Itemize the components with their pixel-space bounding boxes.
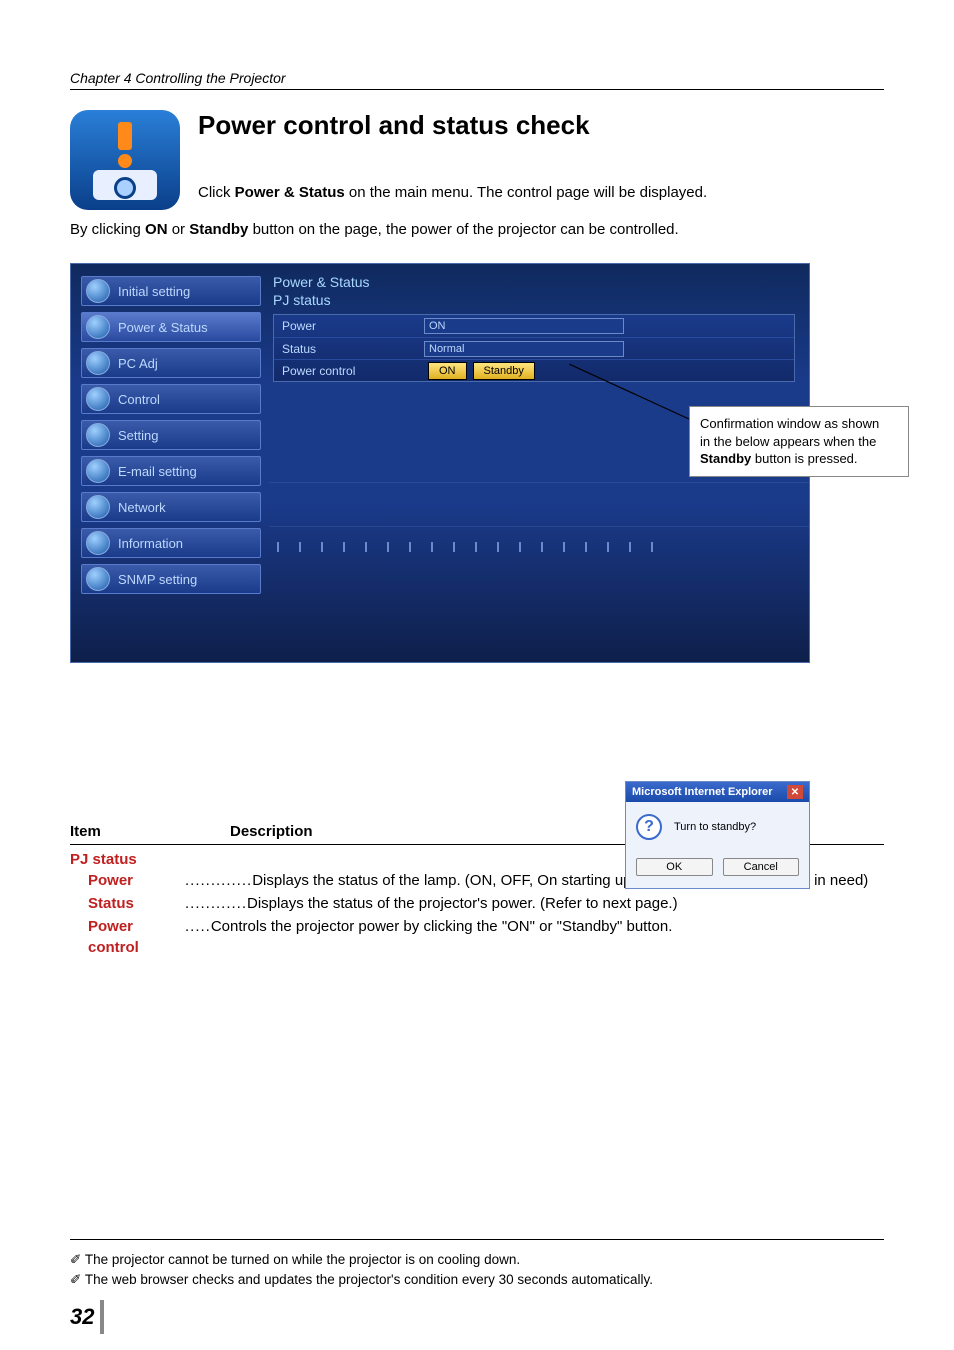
sidebar-item-initial-setting[interactable]: Initial setting [81, 276, 261, 306]
callout-line2: in the below appears when the [700, 434, 876, 449]
col-item: Item [70, 823, 230, 840]
callout-bold: Standby [700, 451, 751, 466]
row-dots: ..... [185, 916, 211, 958]
sidebar-item-label: Control [118, 392, 160, 407]
warning-projector-icon [70, 110, 180, 210]
sidebar-item-information[interactable]: Information [81, 528, 261, 558]
intro2-standby: Standby [189, 221, 248, 238]
callout-box: Confirmation window as shown in the belo… [689, 406, 909, 477]
menu-icon [86, 387, 110, 411]
divider [269, 526, 809, 527]
chapter-header: Chapter 4 Controlling the Projector [70, 70, 884, 90]
intro-bold: Power & Status [235, 184, 345, 201]
row-value: Controls the projector power by clicking… [211, 916, 884, 958]
row-dots: ............. [185, 870, 252, 891]
intro2-text-2: or [168, 221, 190, 238]
page-number: 32 [70, 1304, 94, 1330]
page-title: Power control and status check [198, 110, 707, 141]
sidebar-item-control[interactable]: Control [81, 384, 261, 414]
intro-text: Click [198, 184, 235, 201]
popup-region: Microsoft Internet Explorer ✕ ? Turn to … [70, 781, 810, 797]
tick-bar [269, 542, 809, 556]
sidebar-item-setting[interactable]: Setting [81, 420, 261, 450]
status-row-power: Power ON [274, 315, 794, 337]
ok-button[interactable]: OK [636, 858, 713, 876]
power-label: Power [274, 319, 424, 333]
control-label: Power control [274, 364, 424, 378]
row-key: Power [70, 870, 185, 891]
menu-icon [86, 351, 110, 375]
footnote-1: The projector cannot be turned on while … [70, 1250, 884, 1270]
menu-icon [86, 315, 110, 339]
sidebar-item-label: Power & Status [118, 320, 208, 335]
on-button[interactable]: ON [428, 362, 467, 380]
row-value: Displays the status of the projector's p… [247, 893, 884, 914]
sidebar-item-pc-adj[interactable]: PC Adj [81, 348, 261, 378]
footer-notes: The projector cannot be turned on while … [70, 1239, 884, 1291]
title-row: Power control and status check Click Pow… [70, 110, 884, 210]
intro2-text: By clicking [70, 221, 145, 238]
close-icon[interactable]: ✕ [787, 785, 803, 799]
standby-button[interactable]: Standby [473, 362, 535, 380]
intro-paragraph-2: By clicking ON or Standby button on the … [70, 218, 884, 241]
status-label: Status [274, 342, 424, 356]
sidebar-item-label: E-mail setting [118, 464, 197, 479]
status-value: Normal [424, 341, 624, 357]
sidebar-item-label: SNMP setting [118, 572, 197, 587]
table-row: Power control.....Controls the projector… [70, 916, 884, 958]
page-bar-icon [100, 1300, 104, 1334]
callout-line1: Confirmation window as shown [700, 416, 879, 431]
sidebar-item-e-mail-setting[interactable]: E-mail setting [81, 456, 261, 486]
app-screenshot: Initial setting Power & Status PC Adj Contr… [70, 263, 810, 663]
intro2-on: ON [145, 221, 168, 238]
question-icon: ? [636, 814, 662, 840]
power-value: ON [424, 318, 624, 334]
intro-text-2: on the main menu. The control page will … [345, 184, 707, 201]
menu-icon [86, 459, 110, 483]
status-row-control: Power control ON Standby [274, 359, 794, 381]
popup-message: Turn to standby? [674, 821, 756, 833]
menu-icon [86, 531, 110, 555]
menu-icon [86, 423, 110, 447]
sidebar-item-label: PC Adj [118, 356, 158, 371]
sidebar-item-network[interactable]: Network [81, 492, 261, 522]
menu-icon [86, 279, 110, 303]
sidebar-item-snmp-setting[interactable]: SNMP setting [81, 564, 261, 594]
divider [269, 482, 809, 483]
callout-line3: button is pressed. [751, 451, 857, 466]
row-key: Status [70, 893, 185, 914]
popup-buttons: OK Cancel [626, 852, 809, 888]
pane-subtitle: PJ status [273, 292, 795, 308]
row-dots: ............ [185, 893, 247, 914]
side-menu: Initial setting Power & Status PC Adj Contr… [71, 264, 269, 662]
menu-icon [86, 495, 110, 519]
popup-title-text: Microsoft Internet Explorer [632, 786, 773, 798]
footnote-2: The web browser checks and updates the p… [70, 1270, 884, 1290]
intro2-text-3: button on the page, the power of the pro… [248, 221, 678, 238]
sidebar-item-label: Setting [118, 428, 158, 443]
row-key: Power control [70, 916, 185, 958]
menu-icon [86, 567, 110, 591]
pane-title: Power & Status [273, 274, 795, 290]
sidebar-item-label: Network [118, 500, 166, 515]
status-block: Power ON Status Normal Power control ON … [273, 314, 795, 382]
col-desc: Description [230, 823, 313, 840]
intro-paragraph: Click Power & Status on the main menu. T… [198, 181, 707, 204]
popup-titlebar: Microsoft Internet Explorer ✕ [626, 782, 809, 802]
table-row: Status............Displays the status of… [70, 893, 884, 914]
sidebar-item-label: Information [118, 536, 183, 551]
sidebar-item-power-status[interactable]: Power & Status [81, 312, 261, 342]
cancel-button[interactable]: Cancel [723, 858, 800, 876]
popup-body: ? Turn to standby? [626, 802, 809, 852]
status-row-status: Status Normal [274, 337, 794, 359]
sidebar-item-label: Initial setting [118, 284, 190, 299]
confirmation-popup: Microsoft Internet Explorer ✕ ? Turn to … [625, 781, 810, 889]
